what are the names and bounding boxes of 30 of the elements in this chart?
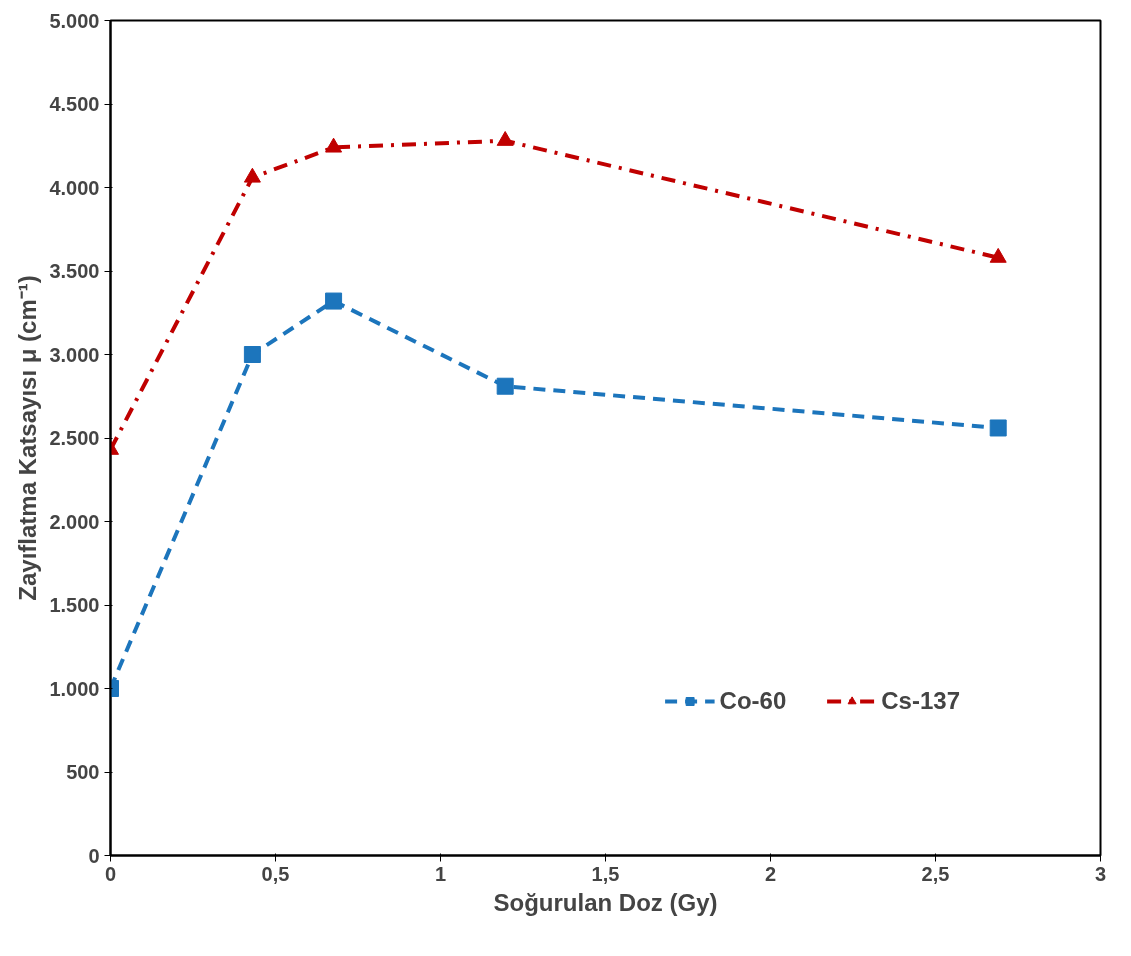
x-tick-label: 1,5 [591,862,620,885]
y-tick-label: 2.500 [49,427,100,449]
y-tick-label: 1.500 [49,594,100,616]
point [243,346,261,363]
y-tick-label: 500 [66,761,100,783]
x-tick-label: 1 [434,862,447,885]
point [989,247,1007,263]
point [325,137,343,153]
y-tick-label: 3.000 [49,343,100,366]
point [496,377,514,395]
y-tick-label: 4.500 [49,93,100,115]
legend-label: Co-60 [719,687,787,715]
y-tick-label: 0 [88,844,100,867]
x-tick-label: 3 [1094,862,1107,885]
legend-label: Cs-137 [881,687,960,715]
y-tick-label: 2.000 [49,510,100,533]
point [496,131,514,146]
y-axis-title: Zayıflatma Katsayısı μ (cm⁻¹) [14,275,42,601]
x-tick-label: 2 [764,862,777,885]
x-tick-label: 2,5 [921,862,950,885]
y-tick-label: 4.000 [49,176,100,199]
point [243,167,261,183]
point [325,292,343,310]
point [989,419,1007,437]
x-axis-title: Soğurulan Doz (Gy) [493,888,718,916]
x-tick-label: 0,5 [261,862,290,885]
y-tick-label: 5.000 [49,9,100,32]
y-tick-label: 1.000 [49,677,100,700]
y-tick-label: 3.500 [49,260,100,282]
x-tick-label: 0 [104,862,117,885]
